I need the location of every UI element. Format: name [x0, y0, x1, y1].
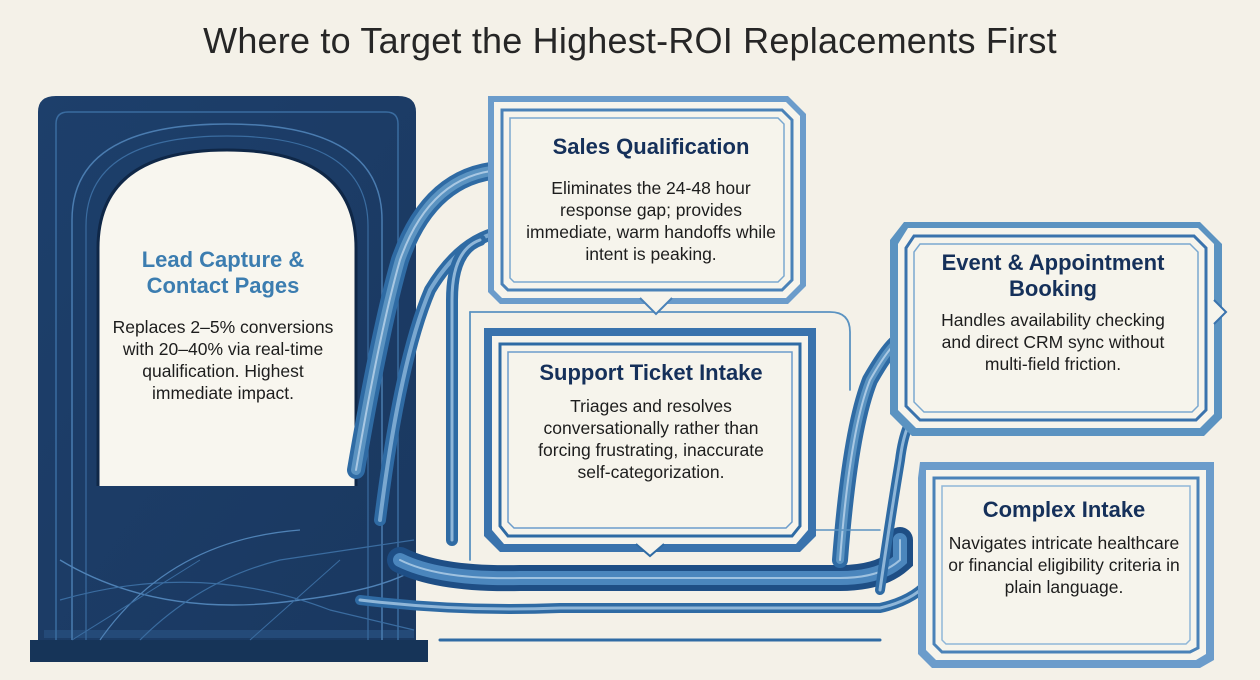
support-ticket-title: Support Ticket Intake [539, 360, 763, 385]
support-ticket-frame [484, 328, 816, 558]
complex-intake-body: Navigates intricate healthcare or financ… [948, 532, 1180, 597]
flow-pipes [347, 161, 935, 642]
event-appointment-card: Event & Appointment Booking Handles avai… [925, 250, 1181, 376]
lead-capture-arch-frame [30, 96, 428, 662]
support-ticket-card: Support Ticket Intake Triages and resolv… [520, 360, 782, 483]
lead-capture-card: Lead Capture & Contact Pages Replaces 2–… [112, 247, 334, 404]
sales-qualification-frame [488, 96, 806, 316]
lead-capture-body: Replaces 2–5% conversions with 20–40% vi… [112, 316, 334, 403]
complex-intake-title: Complex Intake [982, 497, 1146, 522]
sales-qualification-title: Sales Qualification [552, 134, 750, 159]
event-appointment-title: Event & Appointment Booking [941, 250, 1165, 301]
event-appointment-body: Handles availability checking and direct… [941, 309, 1165, 374]
support-ticket-body: Triages and resolves conversationally ra… [538, 395, 764, 482]
event-appointment-frame [890, 222, 1228, 436]
complex-intake-card: Complex Intake Navigates intricate healt… [948, 497, 1180, 599]
lead-capture-title: Lead Capture & Contact Pages [141, 247, 305, 298]
sales-qualification-body: Eliminates the 24-48 hour response gap; … [526, 177, 776, 264]
page-title: Where to Target the Highest-ROI Replacem… [203, 20, 1057, 61]
sales-qualification-card: Sales Qualification Eliminates the 24-48… [520, 134, 782, 265]
complex-intake-frame [918, 462, 1214, 668]
